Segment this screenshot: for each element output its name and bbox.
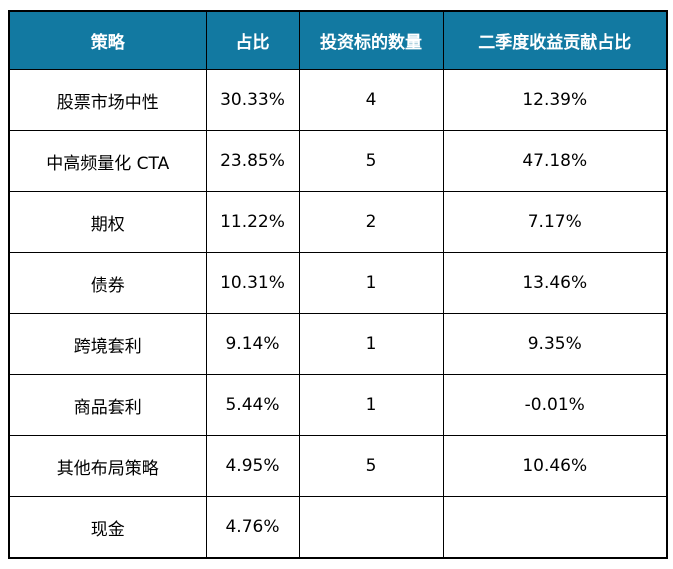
column-header-proportion: 占比	[205, 10, 300, 70]
cell-q2-contribution: 12.39%	[442, 69, 668, 131]
cell-strategy: 跨境套利	[8, 313, 207, 375]
cell-target-count: 5	[298, 435, 444, 497]
cell-target-count	[298, 496, 444, 559]
cell-proportion: 30.33%	[205, 69, 300, 131]
cell-target-count: 1	[298, 313, 444, 375]
cell-proportion: 4.95%	[205, 435, 300, 497]
cell-strategy: 债券	[8, 252, 207, 314]
strategy-allocation-table-container: 策略 占比 投资标的数量 二季度收益贡献占比 股票市场中性 30.33% 4 1…	[8, 10, 668, 559]
cell-q2-contribution: 10.46%	[442, 435, 668, 497]
cell-q2-contribution: 7.17%	[442, 191, 668, 253]
cell-strategy: 其他布局策略	[8, 435, 207, 497]
cell-strategy: 现金	[8, 496, 207, 559]
table-row: 中高频量化 CTA 23.85% 5 47.18%	[8, 130, 668, 192]
cell-q2-contribution: 9.35%	[442, 313, 668, 375]
column-header-q2-contribution: 二季度收益贡献占比	[442, 10, 668, 70]
cell-proportion: 11.22%	[205, 191, 300, 253]
cell-target-count: 1	[298, 252, 444, 314]
table-row: 商品套利 5.44% 1 -0.01%	[8, 374, 668, 436]
column-header-target-count: 投资标的数量	[298, 10, 444, 70]
table-row: 期权 11.22% 2 7.17%	[8, 191, 668, 253]
cell-target-count: 1	[298, 374, 444, 436]
cell-proportion: 9.14%	[205, 313, 300, 375]
header-row: 策略 占比 投资标的数量 二季度收益贡献占比	[8, 10, 668, 70]
cell-q2-contribution: 47.18%	[442, 130, 668, 192]
cell-strategy: 商品套利	[8, 374, 207, 436]
table-row: 其他布局策略 4.95% 5 10.46%	[8, 435, 668, 497]
cell-proportion: 10.31%	[205, 252, 300, 314]
cell-q2-contribution: -0.01%	[442, 374, 668, 436]
strategy-allocation-table: 策略 占比 投资标的数量 二季度收益贡献占比 股票市场中性 30.33% 4 1…	[8, 10, 668, 559]
cell-target-count: 4	[298, 69, 444, 131]
column-header-strategy: 策略	[8, 10, 207, 70]
cell-target-count: 2	[298, 191, 444, 253]
cell-strategy: 期权	[8, 191, 207, 253]
cell-proportion: 4.76%	[205, 496, 300, 559]
table-row: 现金 4.76%	[8, 496, 668, 559]
cell-target-count: 5	[298, 130, 444, 192]
table-row: 跨境套利 9.14% 1 9.35%	[8, 313, 668, 375]
cell-strategy: 股票市场中性	[8, 69, 207, 131]
table-row: 股票市场中性 30.33% 4 12.39%	[8, 69, 668, 131]
table-row: 债券 10.31% 1 13.46%	[8, 252, 668, 314]
cell-q2-contribution: 13.46%	[442, 252, 668, 314]
cell-strategy: 中高频量化 CTA	[8, 130, 207, 192]
cell-proportion: 23.85%	[205, 130, 300, 192]
cell-q2-contribution	[442, 496, 668, 559]
cell-proportion: 5.44%	[205, 374, 300, 436]
